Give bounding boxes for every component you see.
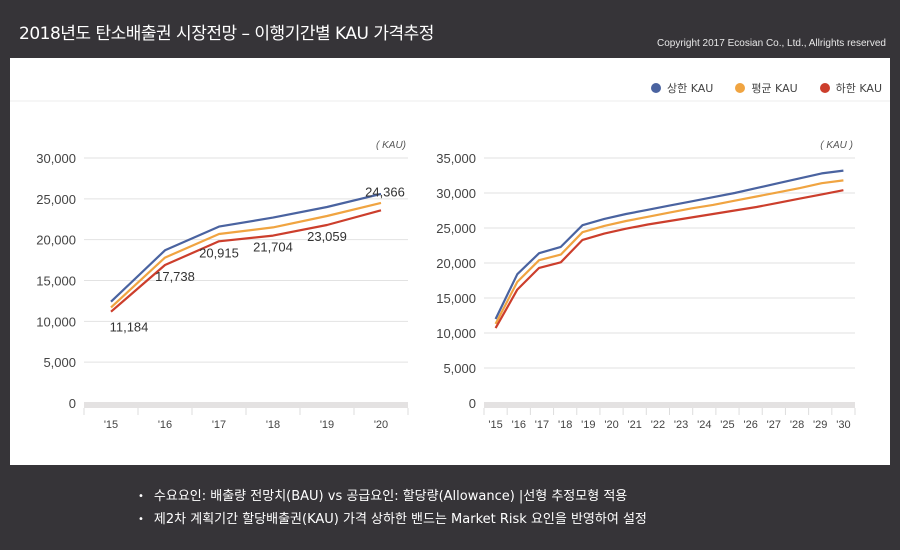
x-tick-label: '18 <box>266 419 280 431</box>
x-tick-label: '20 <box>374 419 388 431</box>
y-tick-label: 15,000 <box>36 274 76 289</box>
x-tick-label: '15 <box>488 419 502 431</box>
y-tick-label: 10,000 <box>36 314 76 329</box>
legend-item-upper[interactable]: 상한 KAU <box>650 80 714 96</box>
bullet-icon: • <box>138 514 144 525</box>
x-tick-label: '25 <box>720 419 734 431</box>
x-tick-label: '24 <box>697 419 711 431</box>
data-label: 24,366 <box>365 184 405 199</box>
unit-label: ( KAU) <box>376 140 406 151</box>
series-line-하한-KAU <box>494 189 844 329</box>
bullet-icon: • <box>138 491 144 502</box>
x-tick-label: '19 <box>581 419 595 431</box>
series-line-평균-KAU <box>494 179 844 325</box>
x-axis-baseline <box>84 402 408 408</box>
note-item: • 수요요인: 배출량 전망치(BAU) vs 공급요인: 할당량(Allowa… <box>138 485 647 508</box>
y-tick-label: 5,000 <box>43 355 76 370</box>
x-tick-label: '19 <box>320 419 334 431</box>
x-axis-baseline <box>484 402 855 408</box>
unit-label: ( KAU ) <box>820 140 853 151</box>
series-line-상한-KAU <box>494 169 844 320</box>
legend-dot-icon <box>735 83 746 93</box>
note-text: 제2차 계획기간 할당배출권(KAU) 가격 상하한 밴드는 Market Ri… <box>153 512 647 527</box>
y-tick-label: 25,000 <box>36 192 76 207</box>
y-tick-label: 20,000 <box>36 233 76 248</box>
legend-item-lower[interactable]: 하한 KAU <box>819 80 882 96</box>
x-tick-label: '26 <box>743 419 757 431</box>
x-tick-label: '30 <box>836 419 850 431</box>
y-tick-label: 35,000 <box>436 151 476 166</box>
chart-panel <box>10 58 890 465</box>
x-tick-label: '21 <box>628 419 642 431</box>
chart-short-term: 0 5,000 10,000 15,000 20,000 25,000 30,000 '15 '… <box>36 140 409 431</box>
data-label: 23,059 <box>307 229 347 244</box>
data-label: 11,184 <box>110 320 149 335</box>
legend-dot-icon <box>650 83 661 93</box>
x-tick-label: '17 <box>212 419 226 431</box>
x-tick-label: '23 <box>674 419 688 431</box>
legend-label: 하한 KAU <box>835 82 882 95</box>
x-tick-label: '22 <box>651 419 665 431</box>
legend-label: 상한 KAU <box>666 82 714 95</box>
x-tick-label: '17 <box>535 419 549 431</box>
page-title: 2018년도 탄소배출권 시장전망 – 이행기간별 KAU 가격추정 <box>19 24 434 44</box>
note-item: • 제2차 계획기간 할당배출권(KAU) 가격 상하한 밴드는 Market … <box>138 508 647 531</box>
data-label: 17,738 <box>155 269 195 284</box>
x-tick-label: '16 <box>158 419 172 431</box>
x-tick-label: '28 <box>790 419 804 431</box>
data-label: 21,704 <box>253 240 293 255</box>
series-line-평균-KAU <box>110 201 382 309</box>
y-tick-label: 20,000 <box>436 256 476 271</box>
legend-dot-icon <box>819 83 830 93</box>
legend-item-average[interactable]: 평균 KAU <box>735 80 798 96</box>
chart-long-term: 0 5,000 10,000 15,000 20,000 25,000 30,000 35,0… <box>436 140 856 431</box>
x-tick-label: '16 <box>512 419 526 431</box>
x-tick-label: '18 <box>558 419 572 431</box>
x-tick-label: '29 <box>813 419 827 431</box>
y-tick-label: 5,000 <box>443 361 476 376</box>
x-tick-label: '20 <box>604 419 618 431</box>
y-tick-label: 25,000 <box>436 221 476 236</box>
copyright-text: Copyright 2017 Ecosian Co., Ltd., Allrig… <box>656 38 886 49</box>
note-text: 수요요인: 배출량 전망치(BAU) vs 공급요인: 할당량(Allowanc… <box>153 489 628 504</box>
chart-legend: 상한 KAU 평균 KAU 하한 KAU <box>650 80 882 96</box>
x-tick-label: '15 <box>104 419 118 431</box>
series-line-하한-KAU <box>110 209 382 313</box>
series-line-상한-KAU <box>110 192 382 303</box>
y-tick-label: 0 <box>469 396 476 411</box>
y-tick-label: 30,000 <box>436 186 476 201</box>
y-tick-label: 10,000 <box>436 326 476 341</box>
y-tick-label: 0 <box>69 396 76 411</box>
notes-list: • 수요요인: 배출량 전망치(BAU) vs 공급요인: 할당량(Allowa… <box>138 485 647 531</box>
y-tick-label: 30,000 <box>36 151 76 166</box>
legend-label: 평균 KAU <box>751 82 798 95</box>
x-tick-label: '27 <box>767 419 781 431</box>
data-label: 20,915 <box>199 245 239 260</box>
y-tick-label: 15,000 <box>436 291 476 306</box>
